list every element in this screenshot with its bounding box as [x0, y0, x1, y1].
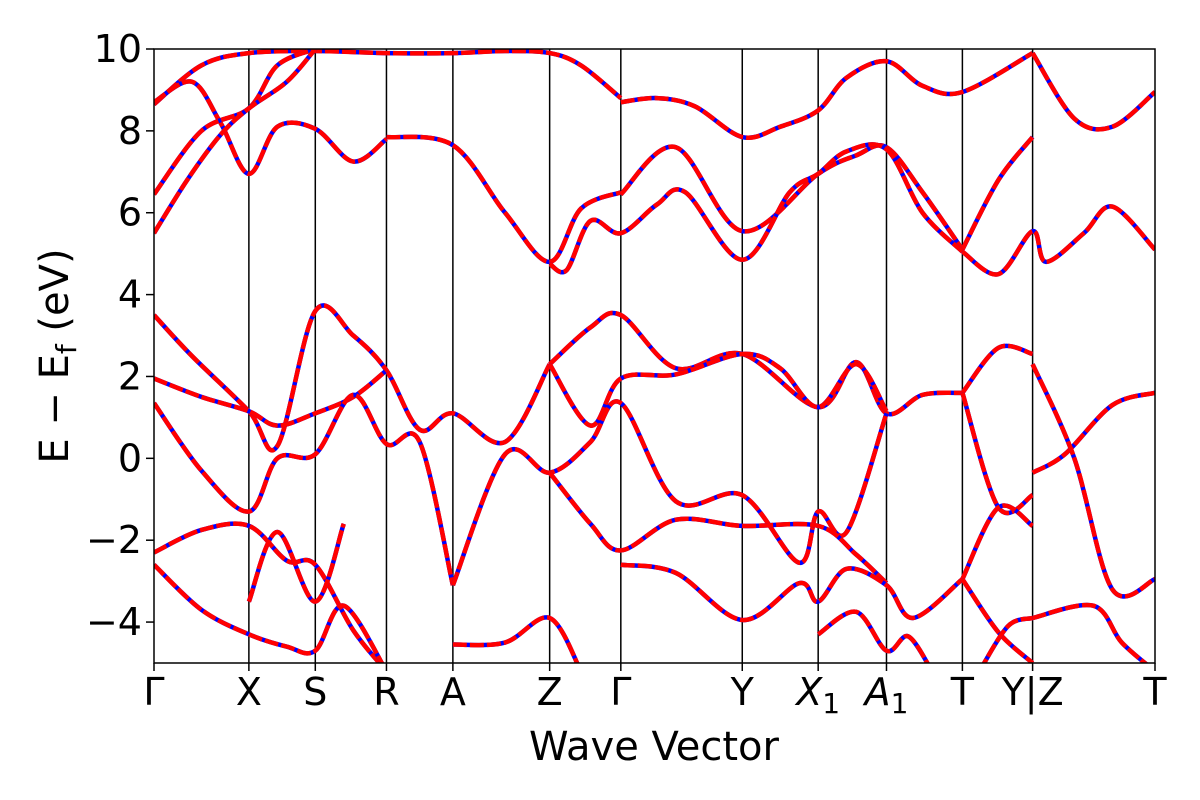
y-tick-label-7: 10 — [94, 27, 142, 71]
plot-frame — [153, 48, 1156, 664]
band-2-dash — [1030, 51, 1155, 132]
kpath-divider-layer — [248, 49, 1034, 663]
band-30-dash — [981, 615, 1034, 663]
y-tick-label-2: 0 — [118, 436, 142, 480]
y-axis-title-subscript: f — [50, 343, 83, 354]
x-tick-label-0: Γ — [143, 670, 164, 714]
band-22-dash — [960, 503, 1034, 581]
band-13-base — [960, 343, 1034, 395]
band-31-dash — [1032, 602, 1149, 663]
band-26-dash — [620, 562, 964, 623]
band-18-dash — [547, 471, 889, 585]
x-tick-label-7: Y — [730, 670, 755, 714]
band-17-dash — [450, 399, 889, 587]
band-13-dash — [960, 343, 1034, 395]
band-4-dash — [386, 134, 622, 265]
band-series-layer — [154, 49, 1155, 663]
band-1-dash — [620, 51, 1034, 140]
band-12-dash — [548, 310, 963, 417]
band-28-dash — [816, 609, 930, 663]
band-24-base — [154, 563, 385, 663]
y-tick-label-0: −4 — [86, 600, 142, 644]
y-tick-layer: −4 −2 0 2 4 6 8 10 — [86, 27, 154, 644]
band-23-dash — [154, 521, 383, 663]
x-tick-label-5: Z — [537, 670, 563, 714]
y-axis-title-unit: (eV) — [32, 248, 78, 344]
band-9-dash — [548, 142, 964, 275]
band-21-dash — [960, 392, 1034, 516]
y-tick-label-4: 4 — [118, 273, 142, 317]
band-20-dash — [1030, 363, 1155, 599]
band-3-dash — [154, 79, 388, 177]
x-tick-label-8: X1 — [794, 670, 840, 720]
band-15-dash — [547, 351, 889, 428]
band-1-base — [620, 51, 1034, 140]
y-tick-label-5: 6 — [118, 191, 142, 235]
x-tick-label-1: X — [236, 670, 262, 714]
band-10-dash — [961, 204, 1155, 277]
band-2-base — [1030, 51, 1155, 132]
band-12-base — [548, 310, 963, 417]
x-tick-label-10: T — [950, 670, 975, 714]
x-tick-label-12: T — [1142, 670, 1167, 714]
band-0-dash — [154, 49, 623, 107]
y-axis-title: E − Ef (eV) — [32, 248, 83, 463]
y-tick-label-3: 2 — [118, 354, 142, 398]
band-21-base — [960, 392, 1034, 516]
band-24-dash — [154, 563, 385, 663]
x-tick-label-11: Y|Z — [1001, 670, 1064, 715]
band-11-dash — [154, 303, 552, 453]
band-19-dash — [1031, 390, 1155, 475]
band-27-dash — [452, 615, 580, 663]
x-axis-title: Wave Vector — [529, 724, 780, 770]
band-31-base — [1032, 602, 1149, 663]
y-tick-label-6: 8 — [118, 109, 142, 153]
x-tick-label-9: A1 — [862, 670, 909, 720]
x-tick-label-2: S — [303, 670, 327, 714]
band-25-dash — [246, 523, 346, 604]
y-tick-label-1: −2 — [86, 518, 142, 562]
band-16-base — [154, 392, 456, 586]
y-axis-title-main: E − E — [32, 354, 78, 464]
x-tick-label-4: A — [440, 670, 466, 714]
x-tick-layer: Γ X S R A Z Γ Y X1 A1 T Y|Z T — [143, 663, 1167, 720]
band-4-base — [386, 134, 622, 265]
x-tick-label-3: R — [373, 670, 399, 714]
band-6-dash — [960, 135, 1035, 251]
x-tick-label-6: Γ — [610, 670, 631, 714]
band-29-dash — [960, 577, 1035, 663]
band-16-dash — [154, 392, 456, 586]
band-8-dash — [154, 49, 318, 235]
band-18-base — [547, 471, 889, 585]
